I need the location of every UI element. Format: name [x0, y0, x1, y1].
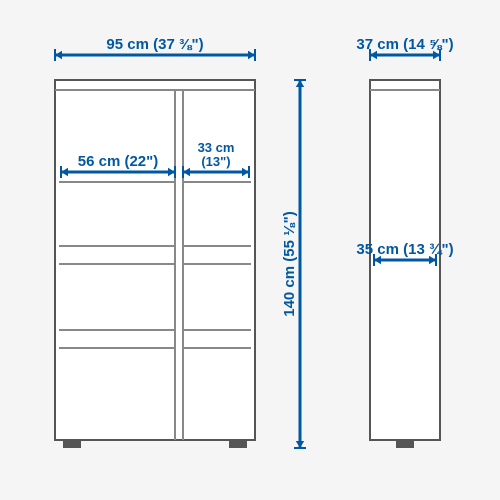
svg-text:140 cm (55 ⅛"): 140 cm (55 ⅛") — [281, 211, 298, 317]
svg-text:33 cm: 33 cm — [198, 140, 235, 155]
svg-text:37 cm (14 ⅝"): 37 cm (14 ⅝") — [356, 36, 453, 53]
svg-text:95 cm (37 ⅜"): 95 cm (37 ⅜") — [106, 36, 203, 53]
svg-text:35 cm (13 ¾"): 35 cm (13 ¾") — [356, 241, 453, 258]
svg-text:56 cm (22"): 56 cm (22") — [78, 153, 159, 170]
side-view — [370, 80, 440, 448]
svg-text:(13"): (13") — [201, 154, 230, 169]
front-view — [55, 80, 255, 448]
